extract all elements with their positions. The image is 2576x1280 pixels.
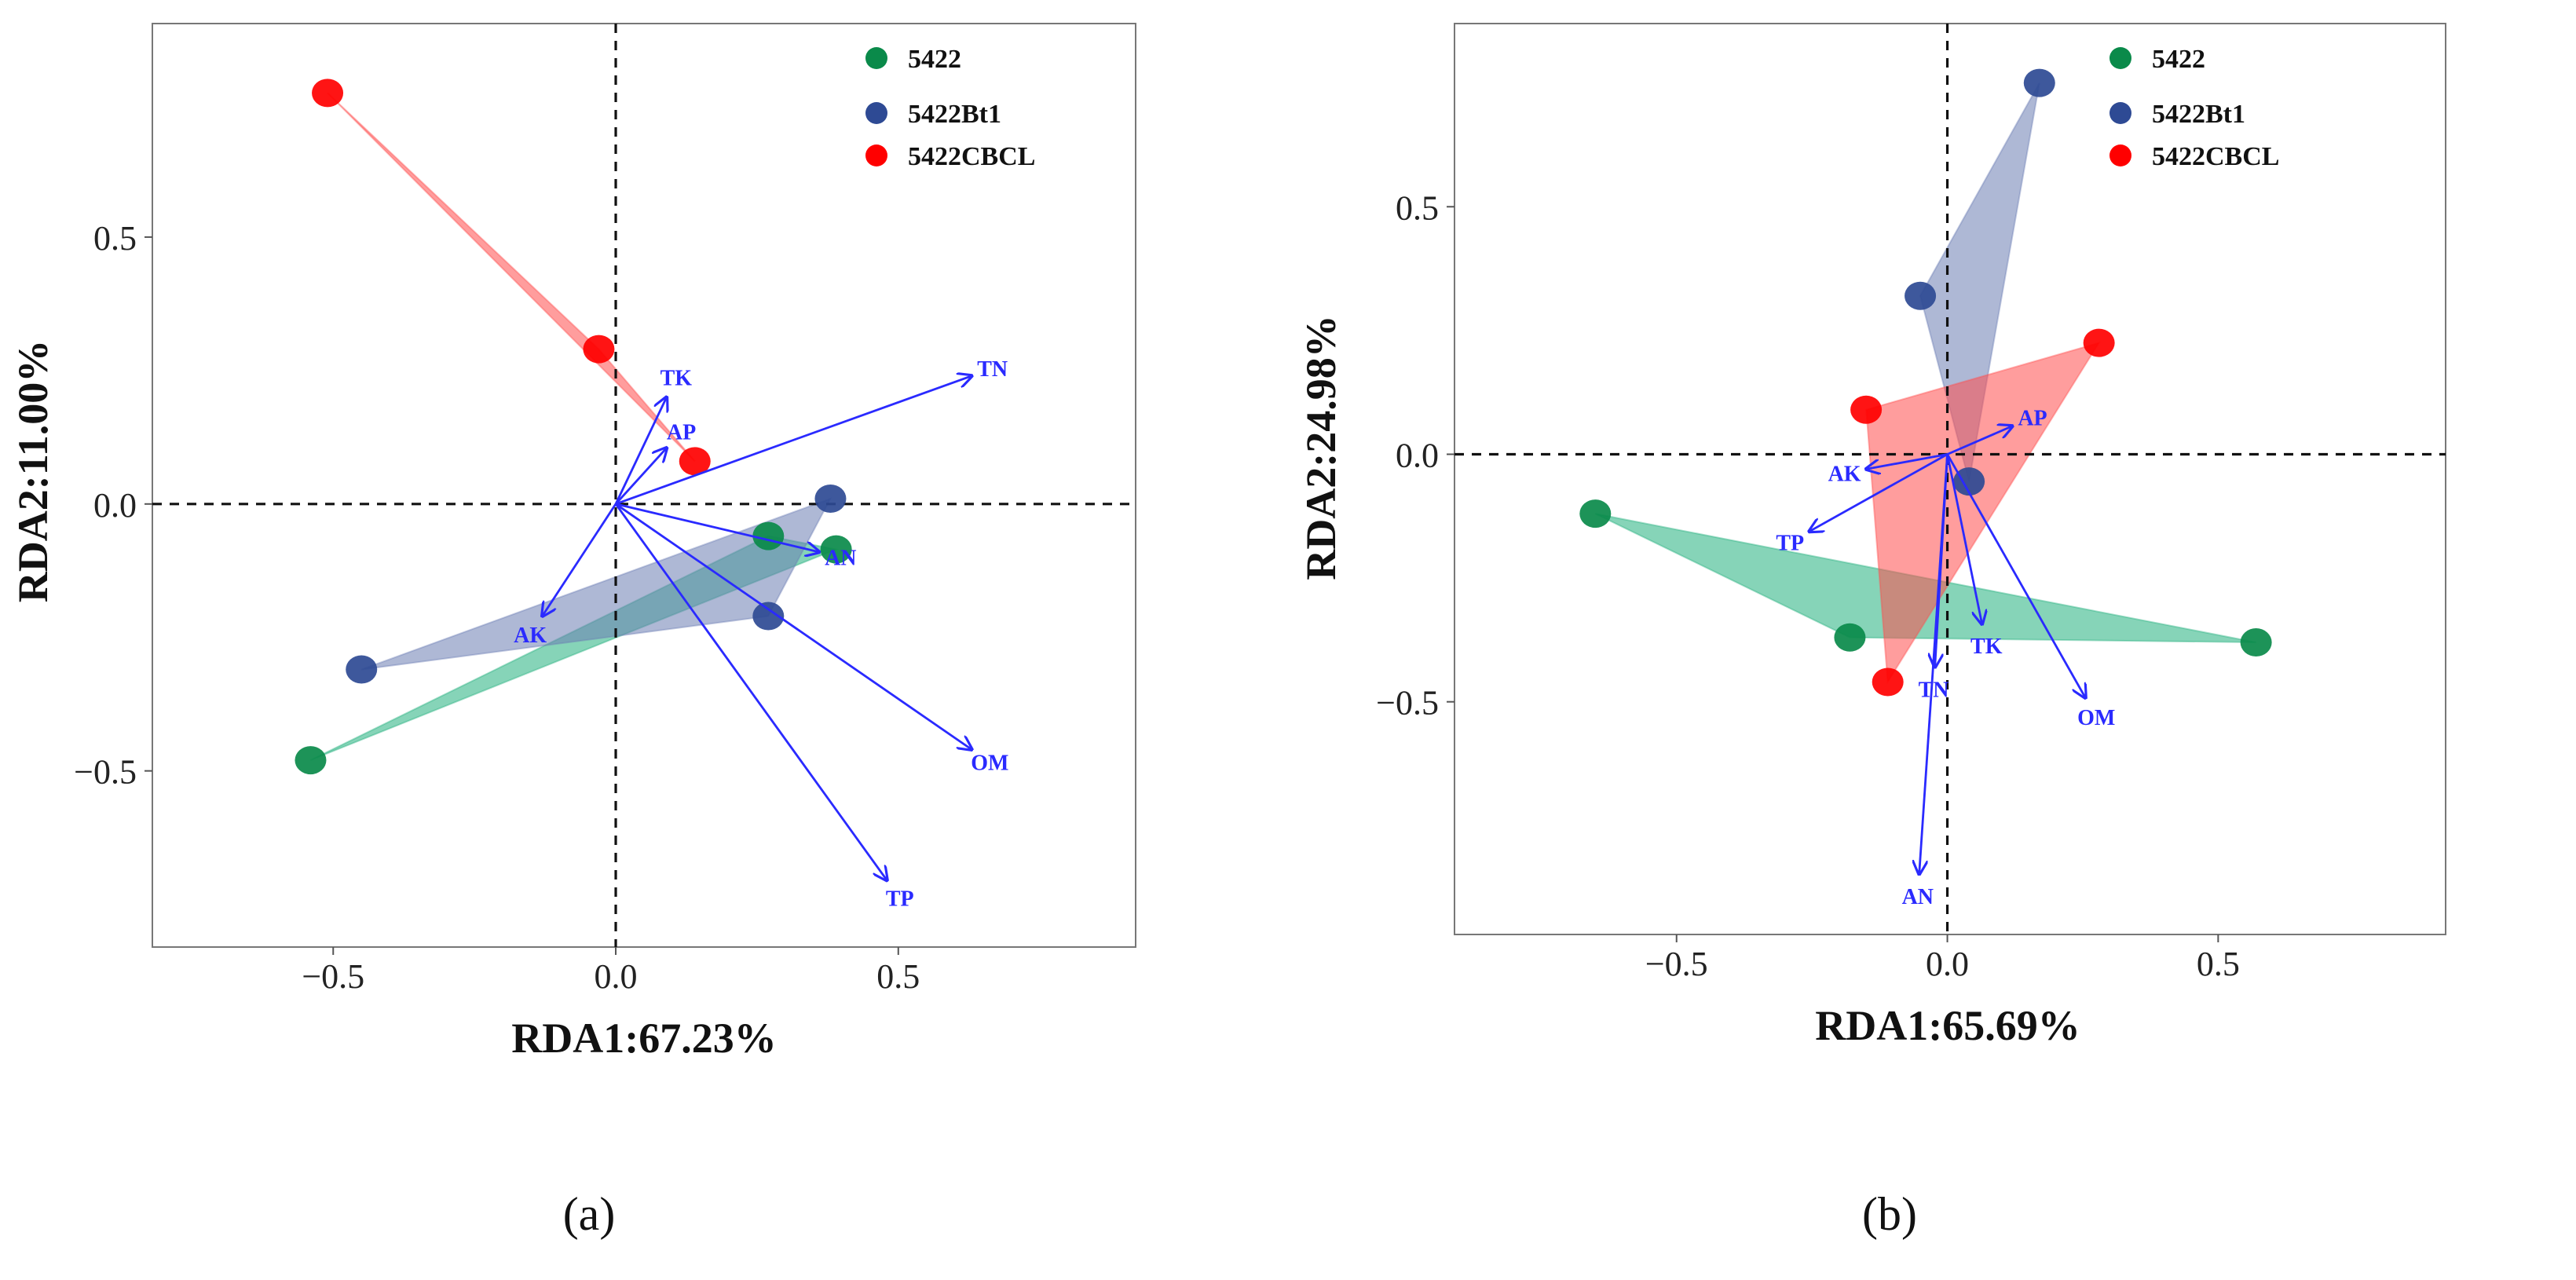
legend-marker-5422 bbox=[865, 47, 887, 69]
sample-point-5422Bt1 bbox=[1953, 467, 1985, 496]
env-arrow-AN bbox=[1919, 454, 1948, 874]
env-arrow-TN bbox=[615, 376, 971, 506]
y-tick-label: −0.5 bbox=[1376, 684, 1439, 722]
sample-point-5422 bbox=[752, 521, 785, 550]
sample-point-5422 bbox=[295, 746, 327, 775]
y-tick-label: 0.5 bbox=[1396, 188, 1439, 227]
panel-b-caption: (b) bbox=[1862, 1188, 1917, 1240]
env-arrow-AP bbox=[1946, 426, 2013, 455]
sample-point-5422Bt1 bbox=[814, 484, 847, 513]
legend-marker-5422 bbox=[2109, 47, 2131, 69]
plot-frame bbox=[152, 23, 1136, 948]
sample-point-5422CBCL bbox=[2083, 328, 2115, 357]
y-tick-label: 0.5 bbox=[93, 219, 137, 258]
env-arrow-label-OM: OM bbox=[971, 751, 1008, 775]
legend-marker-5422CBCL bbox=[2109, 144, 2131, 166]
env-arrow-label-AN: AN bbox=[1902, 885, 1934, 909]
env-arrow-OM bbox=[615, 503, 971, 750]
y-axis-label: RDA2:11.00% bbox=[9, 340, 57, 603]
env-arrow-label-AN: AN bbox=[825, 546, 856, 570]
x-tick-label: 0.5 bbox=[876, 957, 920, 996]
legend-marker-5422Bt1 bbox=[2109, 102, 2131, 124]
panel-a-caption: (a) bbox=[563, 1188, 616, 1240]
y-tick-label: −0.5 bbox=[74, 753, 137, 792]
x-tick-label: 0.0 bbox=[1926, 945, 1969, 983]
sample-point-5422CBCL bbox=[583, 335, 615, 364]
legend-marker-5422Bt1 bbox=[865, 102, 887, 124]
y-tick-label: 0.0 bbox=[93, 486, 137, 525]
env-arrow-label-AP: AP bbox=[2018, 406, 2047, 430]
env-arrow-label-AK: AK bbox=[1828, 462, 1861, 486]
env-arrow-label-TN: TN bbox=[1919, 678, 1949, 703]
legend-marker-5422CBCL bbox=[865, 144, 887, 166]
env-arrow-label-AK: AK bbox=[514, 624, 547, 648]
env-arrow-label-AP: AP bbox=[667, 421, 696, 445]
sample-point-5422Bt1 bbox=[2023, 68, 2055, 97]
env-arrow-AK bbox=[1866, 453, 1948, 469]
sample-point-5422 bbox=[2240, 628, 2272, 657]
plot-frame bbox=[1454, 23, 2446, 935]
x-axis-label: RDA1:65.69% bbox=[1815, 1002, 2080, 1049]
env-arrow-label-TP: TP bbox=[886, 887, 914, 912]
legend-label-5422Bt1: 5422Bt1 bbox=[2152, 100, 2245, 129]
legend-label-5422: 5422 bbox=[2152, 45, 2205, 74]
y-tick-label: 0.0 bbox=[1396, 436, 1439, 474]
panel-b: AP AK TP TK TN AN OM −0.5 0.0 0.5 0.5 0.0 −0.5 RDA1:6… bbox=[1297, 23, 2446, 1049]
sample-point-5422Bt1 bbox=[346, 655, 378, 684]
sample-point-5422Bt1 bbox=[1905, 281, 1937, 310]
env-arrow-label-OM: OM bbox=[2077, 706, 2115, 730]
sample-point-5422Bt1 bbox=[752, 602, 785, 631]
group-hull-5422Bt1 bbox=[360, 497, 832, 671]
legend: 5422 5422Bt1 5422CBCL bbox=[2109, 45, 2279, 171]
sample-point-5422CBCL bbox=[1872, 667, 1904, 697]
panel-a: TK AP TN AN OM TP AK −0.5 0.0 0.5 0.5 0.0 −0.5 RDA1:6… bbox=[9, 23, 1136, 1062]
env-arrow-label-TK: TK bbox=[1970, 635, 2003, 659]
sample-point-5422 bbox=[1834, 623, 1866, 652]
x-axis-label: RDA1:67.23% bbox=[511, 1015, 776, 1062]
x-tick-label: −0.5 bbox=[1645, 945, 1708, 983]
env-arrow-TP bbox=[1809, 453, 1948, 531]
env-arrow-OM bbox=[1946, 453, 2086, 697]
sample-point-5422 bbox=[820, 535, 852, 564]
group-hull-5422CBCL bbox=[327, 92, 696, 463]
legend: 5422 5422Bt1 5422CBCL bbox=[865, 45, 1035, 171]
legend-label-5422CBCL: 5422CBCL bbox=[908, 142, 1035, 171]
x-tick-label: 0.0 bbox=[595, 957, 638, 996]
legend-label-5422: 5422 bbox=[908, 45, 961, 74]
sample-point-5422CBCL bbox=[312, 79, 344, 108]
env-arrow-label-TN: TN bbox=[977, 357, 1008, 382]
env-arrow-TK bbox=[1946, 454, 1982, 624]
env-arrow-AP bbox=[614, 448, 667, 505]
env-arrow-TP bbox=[614, 503, 887, 880]
env-arrow-AK bbox=[542, 503, 617, 616]
legend-label-5422Bt1: 5422Bt1 bbox=[908, 100, 1001, 129]
env-arrow-AN bbox=[615, 503, 819, 552]
group-hull-5422CBCL bbox=[1865, 341, 2101, 685]
env-arrow-label-TK: TK bbox=[660, 367, 693, 391]
env-arrow-TK bbox=[614, 397, 667, 505]
x-tick-label: −0.5 bbox=[302, 957, 364, 996]
y-axis-label: RDA2:24.98% bbox=[1297, 315, 1345, 580]
sample-point-5422CBCL bbox=[679, 447, 711, 476]
env-arrow-label-TP: TP bbox=[1776, 531, 1804, 555]
sample-point-5422CBCL bbox=[1850, 395, 1883, 424]
legend-label-5422CBCL: 5422CBCL bbox=[2152, 142, 2279, 171]
x-tick-label: 0.5 bbox=[2197, 945, 2240, 983]
sample-point-5422 bbox=[1579, 499, 1612, 528]
